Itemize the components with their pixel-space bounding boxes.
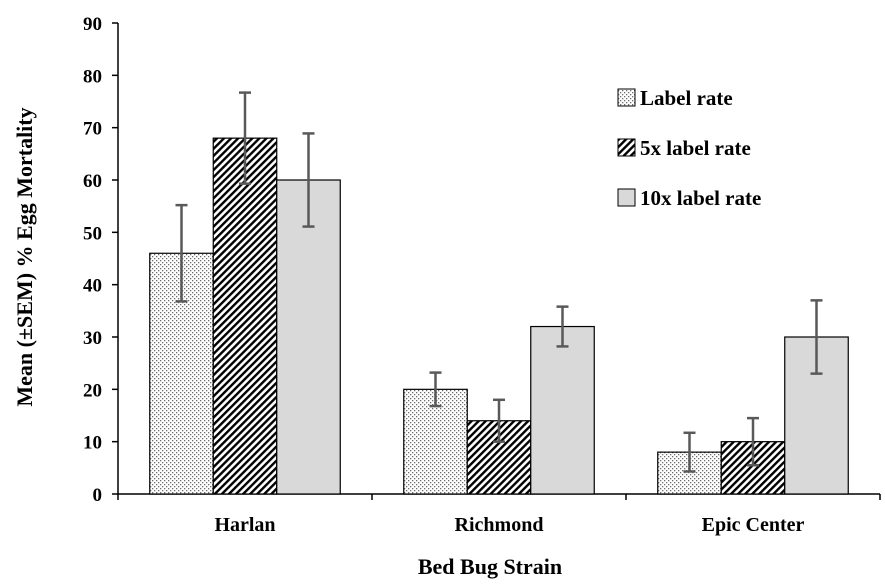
y-axis-title: Mean (±SEM) % Egg Mortality	[12, 107, 37, 406]
y-tick-label: 40	[83, 276, 102, 297]
y-tick-label: 60	[83, 171, 102, 192]
y-tick-label: 0	[93, 485, 103, 506]
x-axis-title: Bed Bug Strain	[418, 554, 562, 579]
error-bars	[175, 91, 823, 473]
bar	[212, 137, 278, 495]
bar	[276, 179, 341, 495]
x-axis: Harlan Richmond Epic Center	[117, 493, 881, 536]
y-tick-label: 90	[83, 14, 102, 35]
legend-swatch	[617, 138, 636, 157]
y-tick-label: 10	[83, 433, 102, 454]
x-tick-label: Richmond	[455, 514, 544, 536]
legend-label: Label rate	[640, 86, 733, 110]
legend-label: 10x label rate	[640, 186, 761, 210]
y-tick-label: 20	[83, 380, 102, 401]
bar	[530, 325, 595, 495]
bars	[149, 137, 849, 495]
legend-label: 5x label rate	[640, 136, 751, 160]
y-tick-label: 70	[83, 119, 102, 140]
legend-swatch	[617, 188, 636, 207]
bar	[149, 252, 214, 495]
x-tick-label: Epic Center	[702, 514, 805, 536]
y-axis: 0 10 20 30 40 50 60 70 80 90	[83, 14, 119, 506]
x-tick-label: Harlan	[214, 514, 275, 536]
y-tick-label: 80	[83, 66, 102, 87]
y-tick-label: 50	[83, 223, 102, 244]
legend: Label rate 5x label rate 10x label rate	[617, 86, 761, 210]
legend-swatch	[617, 88, 636, 107]
y-tick-label: 30	[83, 328, 102, 349]
